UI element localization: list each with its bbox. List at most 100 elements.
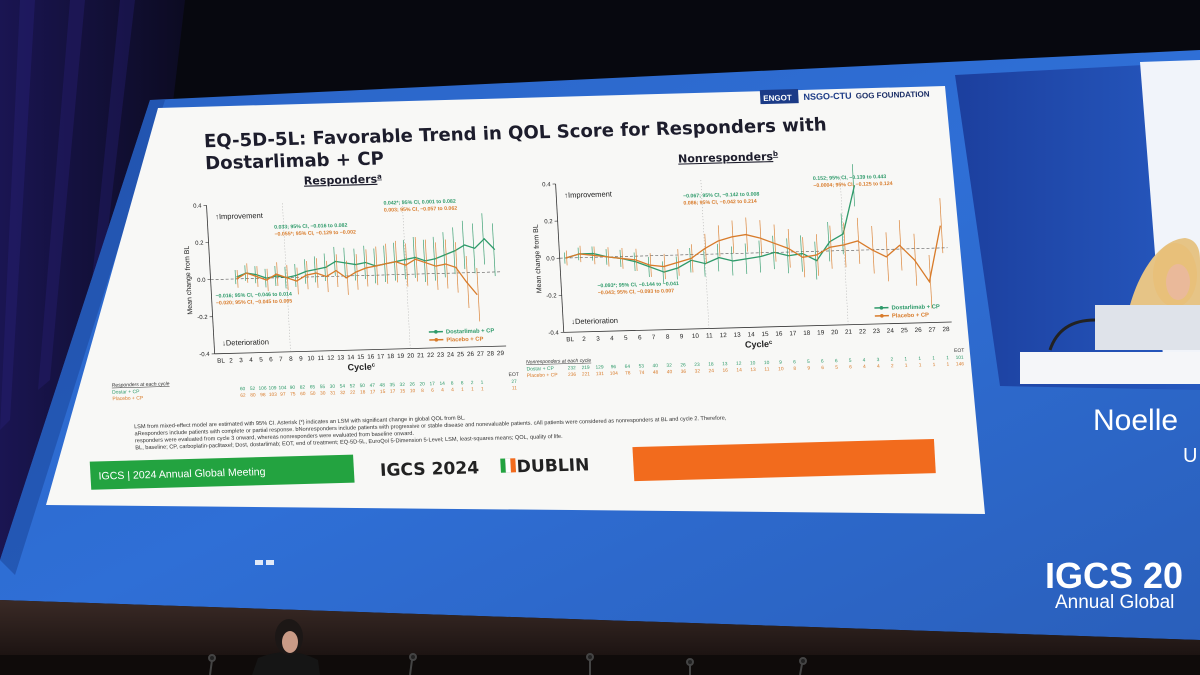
at-risk-value: 48 [653,370,659,376]
at-risk-value: 1 [946,362,949,368]
error-bar [564,252,566,264]
x-tick-label: 27 [928,326,936,333]
x-axis [214,345,507,355]
y-tick-label: 0.0 [197,278,206,284]
x-tick-label: 25 [901,327,909,334]
at-risk-value: 40 [667,369,673,375]
at-risk-value: 1 [481,386,484,392]
at-risk-value: 14 [439,381,445,387]
legend-marker [880,314,884,318]
x-tick-label: 23 [437,352,445,359]
at-risk-row-label: Placebo + CP [112,395,144,402]
at-risk-value: 6 [793,359,796,365]
x-axis-label: Cyclec [745,339,774,350]
at-risk-value: 75 [290,391,296,397]
cycle-separator [282,203,291,352]
at-risk-value: 10 [750,360,756,366]
at-risk-value: 129 [595,364,604,370]
footer-flag-green [500,458,507,473]
at-risk-value: 47 [369,383,375,389]
at-risk-value: 15 [380,389,386,395]
at-risk-row-label: Placebo + CP [527,372,559,379]
error-bar [491,223,496,277]
at-risk-value: 8 [421,388,424,394]
x-tick-label: 10 [307,355,315,362]
x-tick-label: 12 [327,355,335,362]
at-risk-row-label: Dostar + CP [526,366,554,373]
ci-annotation: 0.042*; 95% CI, 0.001 to 0.082 [383,199,456,207]
at-risk-value: 54 [340,383,346,389]
at-risk-eot-value: 27 [511,379,517,385]
x-tick-label: 14 [747,331,755,338]
at-risk-value: 131 [596,371,605,377]
at-risk-value: 35 [389,382,395,388]
at-risk-title: Responders at each cycle [112,381,170,389]
at-risk-value: 26 [680,362,686,368]
at-risk-value: 5 [807,359,810,365]
at-risk-eot-value: 101 [956,355,965,361]
cycle-separator [700,180,710,329]
error-bar [898,220,903,271]
logo-nsgo: NSGO-CTU [803,91,852,102]
at-risk-value: 98 [260,392,266,398]
y-tick-label: -0.2 [546,293,557,299]
x-tick-label: 18 [803,330,811,337]
chart-title-superscript: a [377,172,382,181]
at-risk-value: 6 [821,365,824,371]
at-risk-value: 30 [330,384,336,390]
ci-annotation: 0.033; 95% CI, −0.016 to 0.082 [274,223,348,231]
at-risk-value: 65 [310,384,316,390]
legend-marker [879,305,884,310]
x-tick-label: 9 [299,356,303,363]
at-risk-value: 104 [610,371,619,377]
at-risk-value: 80 [250,392,256,398]
at-risk-value: 2 [471,380,474,386]
at-risk-value: 36 [681,369,687,375]
at-risk-value: 20 [419,381,425,387]
ci-annotation: −0.0004; 95% CI, −0.125 to 0.124 [813,181,893,189]
cycle-separator [839,176,849,325]
at-risk-value: 82 [300,385,306,391]
improvement-label: ↑Improvement [564,189,613,199]
chart-title: Respondersa [303,172,382,188]
x-tick-label: 6 [638,334,642,341]
x-tick-label: 19 [817,329,825,336]
y-tick-label: 0.0 [546,256,555,262]
series-line-placebo [565,225,941,284]
at-risk-value: 236 [568,372,577,378]
at-risk-eot-value: 146 [956,361,965,367]
at-risk-value: 32 [666,363,672,369]
at-risk-value: 1 [919,362,922,368]
at-risk-value: 4 [441,387,444,393]
at-risk-value: 32 [399,382,405,388]
deterioration-label: ↓Deterioration [222,337,269,347]
x-tick-label: 17 [377,353,385,360]
x-tick-label: 23 [873,328,881,335]
at-risk-value: 8 [793,366,796,372]
ci-annotation: 0.003; 95% CI, −0.057 to 0.062 [384,206,458,214]
partner-logos: ENGOT NSGO-CTU GOG FOUNDATION [759,89,930,105]
at-risk-value: 30 [320,391,326,397]
at-risk-value: 10 [764,360,770,366]
footer-flag-white [505,458,512,473]
at-risk-value: 32 [340,390,346,396]
x-tick-label: 15 [761,331,769,338]
x-tick-label: 21 [845,329,853,336]
improvement-label: ↑Improvement [215,211,264,221]
logo-gog: GOG FOUNDATION [855,90,929,101]
error-bar [455,242,459,293]
x-tick-label: 22 [859,328,867,335]
at-risk-value: 17 [370,389,376,395]
brand-subtitle: Annual Global [1055,592,1174,613]
zero-reference-line [559,247,948,259]
x-tick-label: 10 [692,333,700,340]
y-axis-label: Mean change from BL [184,246,195,315]
ci-annotation: −0.093*; 95% CI, −0.144 to −0.041 [597,281,679,289]
at-risk-value: 17 [429,381,435,387]
at-risk-value: 6 [821,359,824,365]
ci-annotation: −0.043; 95% CI, −0.093 to 0.007 [598,288,675,296]
x-tick-label: 8 [666,334,670,341]
y-tick-label: 0.2 [195,241,204,247]
at-risk-value: 9 [779,360,782,366]
